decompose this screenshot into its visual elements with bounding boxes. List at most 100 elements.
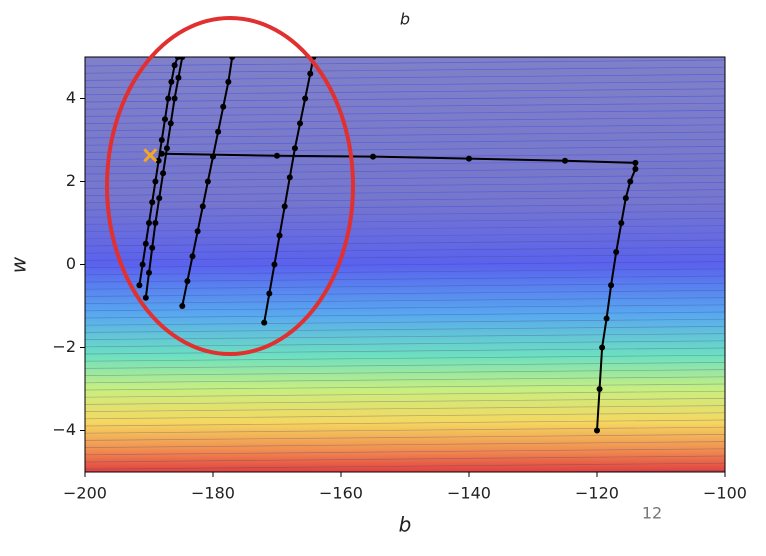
point [627, 178, 634, 185]
point [622, 195, 629, 202]
point [171, 95, 178, 102]
point [297, 120, 304, 127]
contour-line [85, 376, 725, 384]
point [194, 228, 201, 235]
contour-line [85, 318, 725, 326]
point [155, 157, 162, 164]
plot-area [136, 57, 639, 434]
page-number: 12 [642, 504, 662, 523]
point [261, 319, 268, 326]
point [632, 166, 639, 173]
contour-line [85, 290, 725, 297]
contour-line [85, 485, 725, 491]
point [199, 203, 206, 210]
point [149, 199, 156, 206]
point [168, 78, 175, 85]
point [274, 152, 280, 159]
contour-line [85, 426, 725, 434]
contour-line [85, 326, 725, 333]
contour-line [85, 59, 725, 67]
contour-line [85, 124, 725, 132]
point [152, 178, 159, 185]
x-tick-label: −180 [191, 484, 235, 503]
contour-line [85, 74, 725, 81]
contour-line [85, 478, 725, 484]
contour-line [85, 405, 725, 412]
contour-line [85, 282, 725, 290]
contour-line [85, 455, 725, 463]
point [220, 103, 227, 110]
contour-line [85, 369, 725, 376]
contour-line [85, 261, 725, 268]
x-tick-label: −200 [63, 484, 107, 503]
point [594, 427, 600, 434]
contour-line [85, 354, 725, 362]
contour-line [85, 232, 725, 240]
point [229, 57, 236, 60]
x-axis-label: b [399, 513, 412, 537]
point [184, 278, 191, 285]
point [562, 157, 568, 164]
point [466, 155, 472, 162]
contour-line [85, 390, 725, 398]
contour-line [85, 138, 725, 146]
point [160, 170, 167, 177]
y-tick-label: −2 [52, 337, 76, 356]
x-tick-label: −140 [447, 484, 491, 503]
point [179, 57, 186, 60]
point [632, 159, 639, 166]
point [302, 95, 309, 102]
contour-line [85, 102, 725, 110]
point [271, 261, 278, 268]
point [215, 128, 222, 135]
contour-line [85, 297, 725, 304]
point [158, 137, 165, 143]
contour-line [85, 311, 725, 319]
x-tick-label: −100 [703, 484, 747, 503]
point [167, 120, 174, 127]
contour-line [85, 412, 725, 420]
contour-line [85, 131, 725, 139]
contour-line [85, 347, 725, 355]
point [596, 386, 603, 392]
point [175, 74, 182, 81]
point [286, 174, 293, 181]
point [149, 244, 156, 251]
point [163, 145, 170, 152]
contour-line [85, 268, 725, 276]
highlight-ellipse [105, 16, 355, 356]
contour-line [85, 441, 725, 448]
point [266, 290, 273, 297]
point [291, 145, 298, 152]
contour-line [85, 81, 725, 88]
point [146, 269, 152, 276]
contour-line [85, 196, 725, 204]
point [165, 95, 172, 102]
contour-line [85, 275, 725, 283]
contour-line [85, 110, 725, 117]
point [276, 232, 283, 239]
contour-line [85, 218, 725, 225]
point [179, 303, 186, 309]
contour-line [85, 448, 725, 456]
point [618, 220, 625, 226]
contour-line [85, 146, 725, 153]
x-marker [143, 148, 158, 163]
point [139, 261, 146, 268]
contour-line [85, 398, 725, 405]
contour-line [85, 66, 725, 74]
y-tick-label: −4 [52, 420, 76, 439]
contour-line [85, 210, 725, 218]
point [174, 57, 181, 60]
contour-line [85, 117, 725, 124]
point [307, 70, 314, 77]
point [599, 344, 606, 351]
y-tick-label: 2 [66, 171, 76, 190]
contour-line [85, 434, 725, 441]
contour-line [85, 304, 725, 312]
point [370, 153, 376, 160]
point [603, 315, 610, 322]
point [162, 116, 168, 123]
point [171, 62, 178, 69]
